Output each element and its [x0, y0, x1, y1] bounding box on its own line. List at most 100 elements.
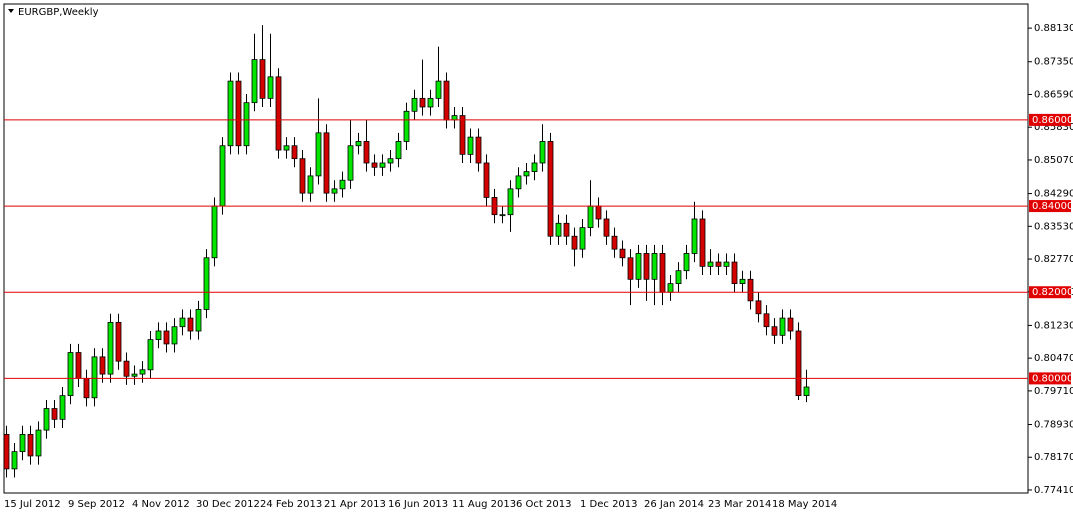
candle-body [171, 326, 178, 345]
candle-body [427, 97, 434, 108]
candle-body [571, 235, 578, 250]
y-tick-label: 0.85830 [1034, 122, 1073, 133]
candle-body [675, 270, 682, 285]
candle-body [483, 162, 490, 198]
candle-body [659, 253, 666, 293]
candle-body [51, 408, 58, 420]
y-tick-label: 0.78170 [1034, 452, 1073, 463]
x-tick-label: 23 Mar 2014 [708, 499, 771, 510]
candle-body [419, 97, 426, 108]
candle-body [779, 317, 786, 336]
candle-body [707, 261, 714, 267]
candle-body [275, 76, 282, 151]
candle-body [691, 218, 698, 254]
x-tick-label: 26 Jan 2014 [644, 499, 704, 510]
candle-body [379, 162, 386, 168]
candle-body [251, 59, 258, 104]
candle-body [603, 218, 610, 237]
level-label: 0.84000 [1032, 201, 1073, 212]
x-tick-label: 24 Feb 2013 [260, 499, 322, 510]
x-tick-label: 15 Jul 2012 [4, 499, 61, 510]
x-tick-label: 1 Dec 2013 [580, 499, 638, 510]
x-tick-label: 6 Oct 2013 [516, 499, 571, 510]
level-label: 0.82000 [1032, 287, 1073, 298]
candle-body [763, 313, 770, 328]
candle-body [27, 434, 34, 457]
candle-body [91, 356, 98, 399]
candle-body [299, 158, 306, 194]
candle-body [363, 141, 370, 164]
level-tag [1029, 113, 1071, 126]
candle-body [123, 360, 130, 377]
candle-body [555, 222, 562, 237]
y-tick-label: 0.81230 [1034, 320, 1073, 331]
y-tick-label: 0.85070 [1034, 155, 1073, 166]
candle-body [467, 136, 474, 155]
candle-body [539, 141, 546, 164]
candle-body [587, 205, 594, 229]
chart-title: EURGBP,Weekly [18, 7, 99, 18]
candle-body [83, 377, 90, 399]
x-tick-label: 4 Nov 2012 [132, 499, 190, 510]
level-tag [1029, 372, 1071, 385]
candle-body [395, 141, 402, 160]
y-tick-label: 0.78930 [1034, 419, 1073, 430]
candle-body [667, 283, 674, 293]
candle-body [771, 326, 778, 336]
y-tick-label: 0.84290 [1034, 189, 1073, 200]
candle-body [595, 205, 602, 220]
candle-body [795, 330, 802, 397]
candle-body [67, 352, 74, 397]
candle-body [627, 257, 634, 280]
candle-body [11, 451, 18, 470]
candle-body [147, 339, 154, 371]
candle-body [403, 110, 410, 142]
candle-body [131, 373, 138, 377]
candle-body [243, 102, 250, 147]
candle-body [723, 261, 730, 267]
candle-body [731, 261, 738, 285]
candle-body [451, 115, 458, 121]
candle-body [475, 136, 482, 164]
candle-body [187, 317, 194, 332]
candle-body [323, 132, 330, 194]
candle-body [227, 80, 234, 147]
candle-body [683, 253, 690, 272]
candle-body [339, 179, 346, 190]
candle-body [203, 257, 210, 310]
y-tick-label: 0.80470 [1034, 353, 1073, 364]
y-tick-label: 0.87350 [1034, 57, 1073, 68]
y-tick-label: 0.83530 [1034, 221, 1073, 232]
menu-arrow[interactable] [8, 9, 14, 13]
candle-body [739, 278, 746, 285]
x-tick-label: 30 Dec 2012 [196, 499, 260, 510]
candle-body [507, 188, 514, 216]
candle-body [75, 352, 82, 379]
candle-body [611, 235, 618, 250]
y-tick-label: 0.82770 [1034, 254, 1073, 265]
level-tag [1029, 200, 1071, 213]
candle-body [579, 227, 586, 250]
candle-body [355, 141, 362, 147]
candle-body [411, 97, 418, 112]
y-tick-label: 0.86590 [1034, 89, 1073, 100]
candle-body [43, 408, 50, 431]
candle-body [531, 162, 538, 172]
candle-body [259, 59, 266, 99]
candle-body [267, 76, 274, 99]
candle-body [499, 214, 506, 217]
x-tick-label: 16 Jun 2013 [388, 499, 448, 510]
candle-body [635, 253, 642, 280]
y-tick-label: 0.77410 [1034, 485, 1073, 496]
candle-body [459, 115, 466, 155]
candle-body [307, 175, 314, 194]
candle-body [643, 253, 650, 280]
y-tick-label: 0.88130 [1034, 23, 1073, 34]
candle-body [283, 145, 290, 151]
x-tick-label: 21 Apr 2013 [324, 499, 386, 510]
candle-body [515, 175, 522, 190]
x-tick-label: 18 May 2014 [772, 499, 837, 510]
candle-body [291, 145, 298, 160]
candle-body [699, 218, 706, 267]
